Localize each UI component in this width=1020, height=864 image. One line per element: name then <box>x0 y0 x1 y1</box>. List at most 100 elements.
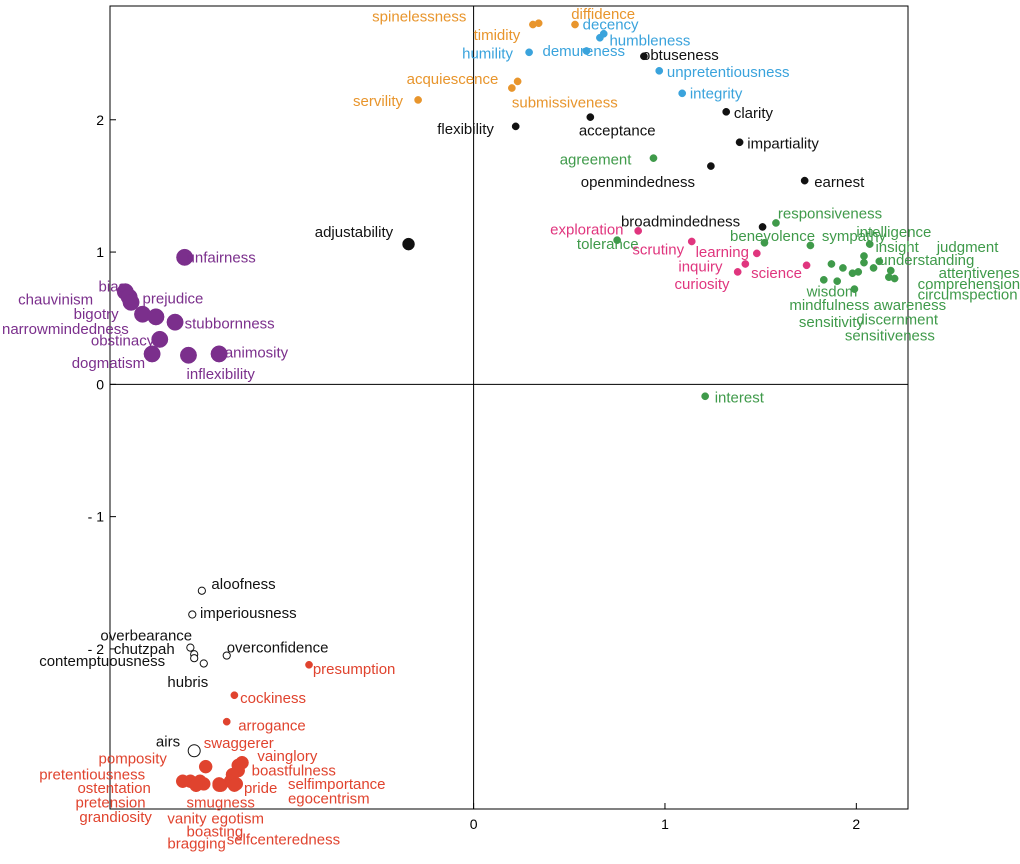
point-responsiveness <box>772 219 780 227</box>
label-inquiry: inquiry <box>678 259 723 276</box>
point-airs <box>187 744 201 758</box>
point-interest <box>701 392 710 401</box>
label-agreement: agreement <box>560 151 633 168</box>
point-adjustability <box>402 237 415 251</box>
label-comprehension: comprehension <box>918 276 1020 293</box>
label-egocentrism: egocentrism <box>288 790 370 807</box>
point-benevolence <box>760 238 769 247</box>
label-interest: interest <box>715 390 765 407</box>
x-tick-label: 2 <box>852 816 860 832</box>
point-cockiness <box>230 691 239 700</box>
point-tolerance <box>613 236 621 245</box>
point-agreement <box>649 154 658 162</box>
point-science <box>733 268 742 276</box>
point-selfcenteredness <box>227 778 242 792</box>
label-discernment: discernment <box>856 312 939 329</box>
label-timidity: timidity <box>474 27 521 44</box>
label-insight: insight <box>875 239 919 256</box>
point-bragging <box>189 778 203 792</box>
label-hubris: hubris <box>167 674 208 691</box>
label-sympathy: sympathy <box>822 228 887 245</box>
label-smugness: smugness <box>187 794 255 811</box>
label-boasting: boasting <box>187 823 244 840</box>
point-integrity <box>678 89 687 98</box>
point-animosity <box>210 345 228 363</box>
point-wisdom <box>827 260 836 268</box>
y-tick-label: - 2 <box>88 641 105 657</box>
label-exploration: exploration <box>550 222 623 239</box>
label-flexibility: flexibility <box>437 121 494 138</box>
label-understanding: understanding <box>879 252 974 269</box>
label-narrowmindedness: narrowmindedness <box>2 321 129 338</box>
x-tick-label: 0 <box>470 816 478 832</box>
point-circumspection <box>885 273 893 282</box>
label-selfimportance: selfimportance <box>288 776 386 793</box>
label-stubbornness: stubbornness <box>185 315 275 332</box>
point-inquiry <box>741 260 750 268</box>
label-egotism: egotism <box>211 810 264 827</box>
point-narrowmindedness <box>147 308 165 326</box>
point-aloofness <box>197 586 206 595</box>
label-tolerance: tolerance <box>577 236 639 253</box>
label-contemptuousness: contemptuousness <box>39 653 165 670</box>
label-bigotry: bigotry <box>74 306 120 323</box>
label-intelligence: intelligence <box>856 224 931 241</box>
point-acceptance <box>586 113 595 121</box>
label-diffidence: diffidence <box>571 6 635 23</box>
point-diffidence <box>571 20 579 29</box>
point-tilde-g1 <box>854 268 863 276</box>
point-prejudice <box>122 293 140 311</box>
label-chauvinism: chauvinism <box>18 292 93 309</box>
point-awareness <box>850 285 859 293</box>
label-unfairness: unfairness <box>187 249 256 266</box>
label-selfcenteredness: selfcenteredness <box>227 831 340 848</box>
point-sensitivity <box>819 275 828 284</box>
label-airs: airs <box>156 734 180 751</box>
point-intelligence <box>865 240 874 248</box>
point-insight <box>860 252 868 260</box>
point-earnest <box>800 176 809 185</box>
point-sympathy <box>806 241 815 250</box>
label-pride: pride <box>244 780 277 797</box>
label-ostentation: ostentation <box>77 780 150 797</box>
label-learning: learning <box>696 244 749 261</box>
label-chutzpah: chutzpah <box>114 641 175 658</box>
label-curiosity: curiosity <box>675 276 731 293</box>
label-responsiveness: responsiveness <box>778 206 882 223</box>
label-submissiveness: submissiveness <box>512 95 618 112</box>
label-imperiousness: imperiousness <box>200 605 297 622</box>
axes-layer: 0 1 2 2 1 0 - 1 - 2 <box>88 6 908 832</box>
point-dogmatism <box>143 345 161 363</box>
point-submissiveness <box>508 84 516 92</box>
point-unfairness <box>176 248 194 266</box>
point-discernment <box>833 277 842 286</box>
label-impartiality: impartiality <box>747 136 819 153</box>
point-tilde-g2 <box>869 264 878 272</box>
label-swaggerer: swaggerer <box>204 735 274 752</box>
point-overbearance <box>186 643 195 652</box>
label-acceptance: acceptance <box>579 122 656 139</box>
label-obstinacy: obstinacy <box>91 333 155 350</box>
point-learning <box>752 249 761 258</box>
point-mindfulness <box>839 264 847 272</box>
label-obtuseness: obtuseness <box>642 47 719 64</box>
label-pretension: pretension <box>76 794 146 811</box>
point-timidity <box>534 19 543 28</box>
label-adjustability: adjustability <box>315 224 394 241</box>
label-judgment: judgment <box>936 239 1000 256</box>
points-layer <box>116 19 899 792</box>
label-animosity: animosity <box>225 345 289 362</box>
point-humbleness <box>596 33 604 42</box>
label-prejudice: prejudice <box>143 290 204 307</box>
label-arrogance: arrogance <box>238 718 306 735</box>
point-hubris <box>199 659 208 668</box>
label-demureness: demureness <box>542 43 625 60</box>
label-presumption: presumption <box>313 661 396 678</box>
point-curiosity <box>802 261 811 270</box>
label-vainglory: vainglory <box>257 748 318 765</box>
label-aloofness: aloofness <box>211 576 275 593</box>
label-sensitivity: sensitivity <box>799 314 865 331</box>
point-presumption <box>305 660 313 669</box>
label-sensitiveness: sensitiveness <box>845 327 935 344</box>
